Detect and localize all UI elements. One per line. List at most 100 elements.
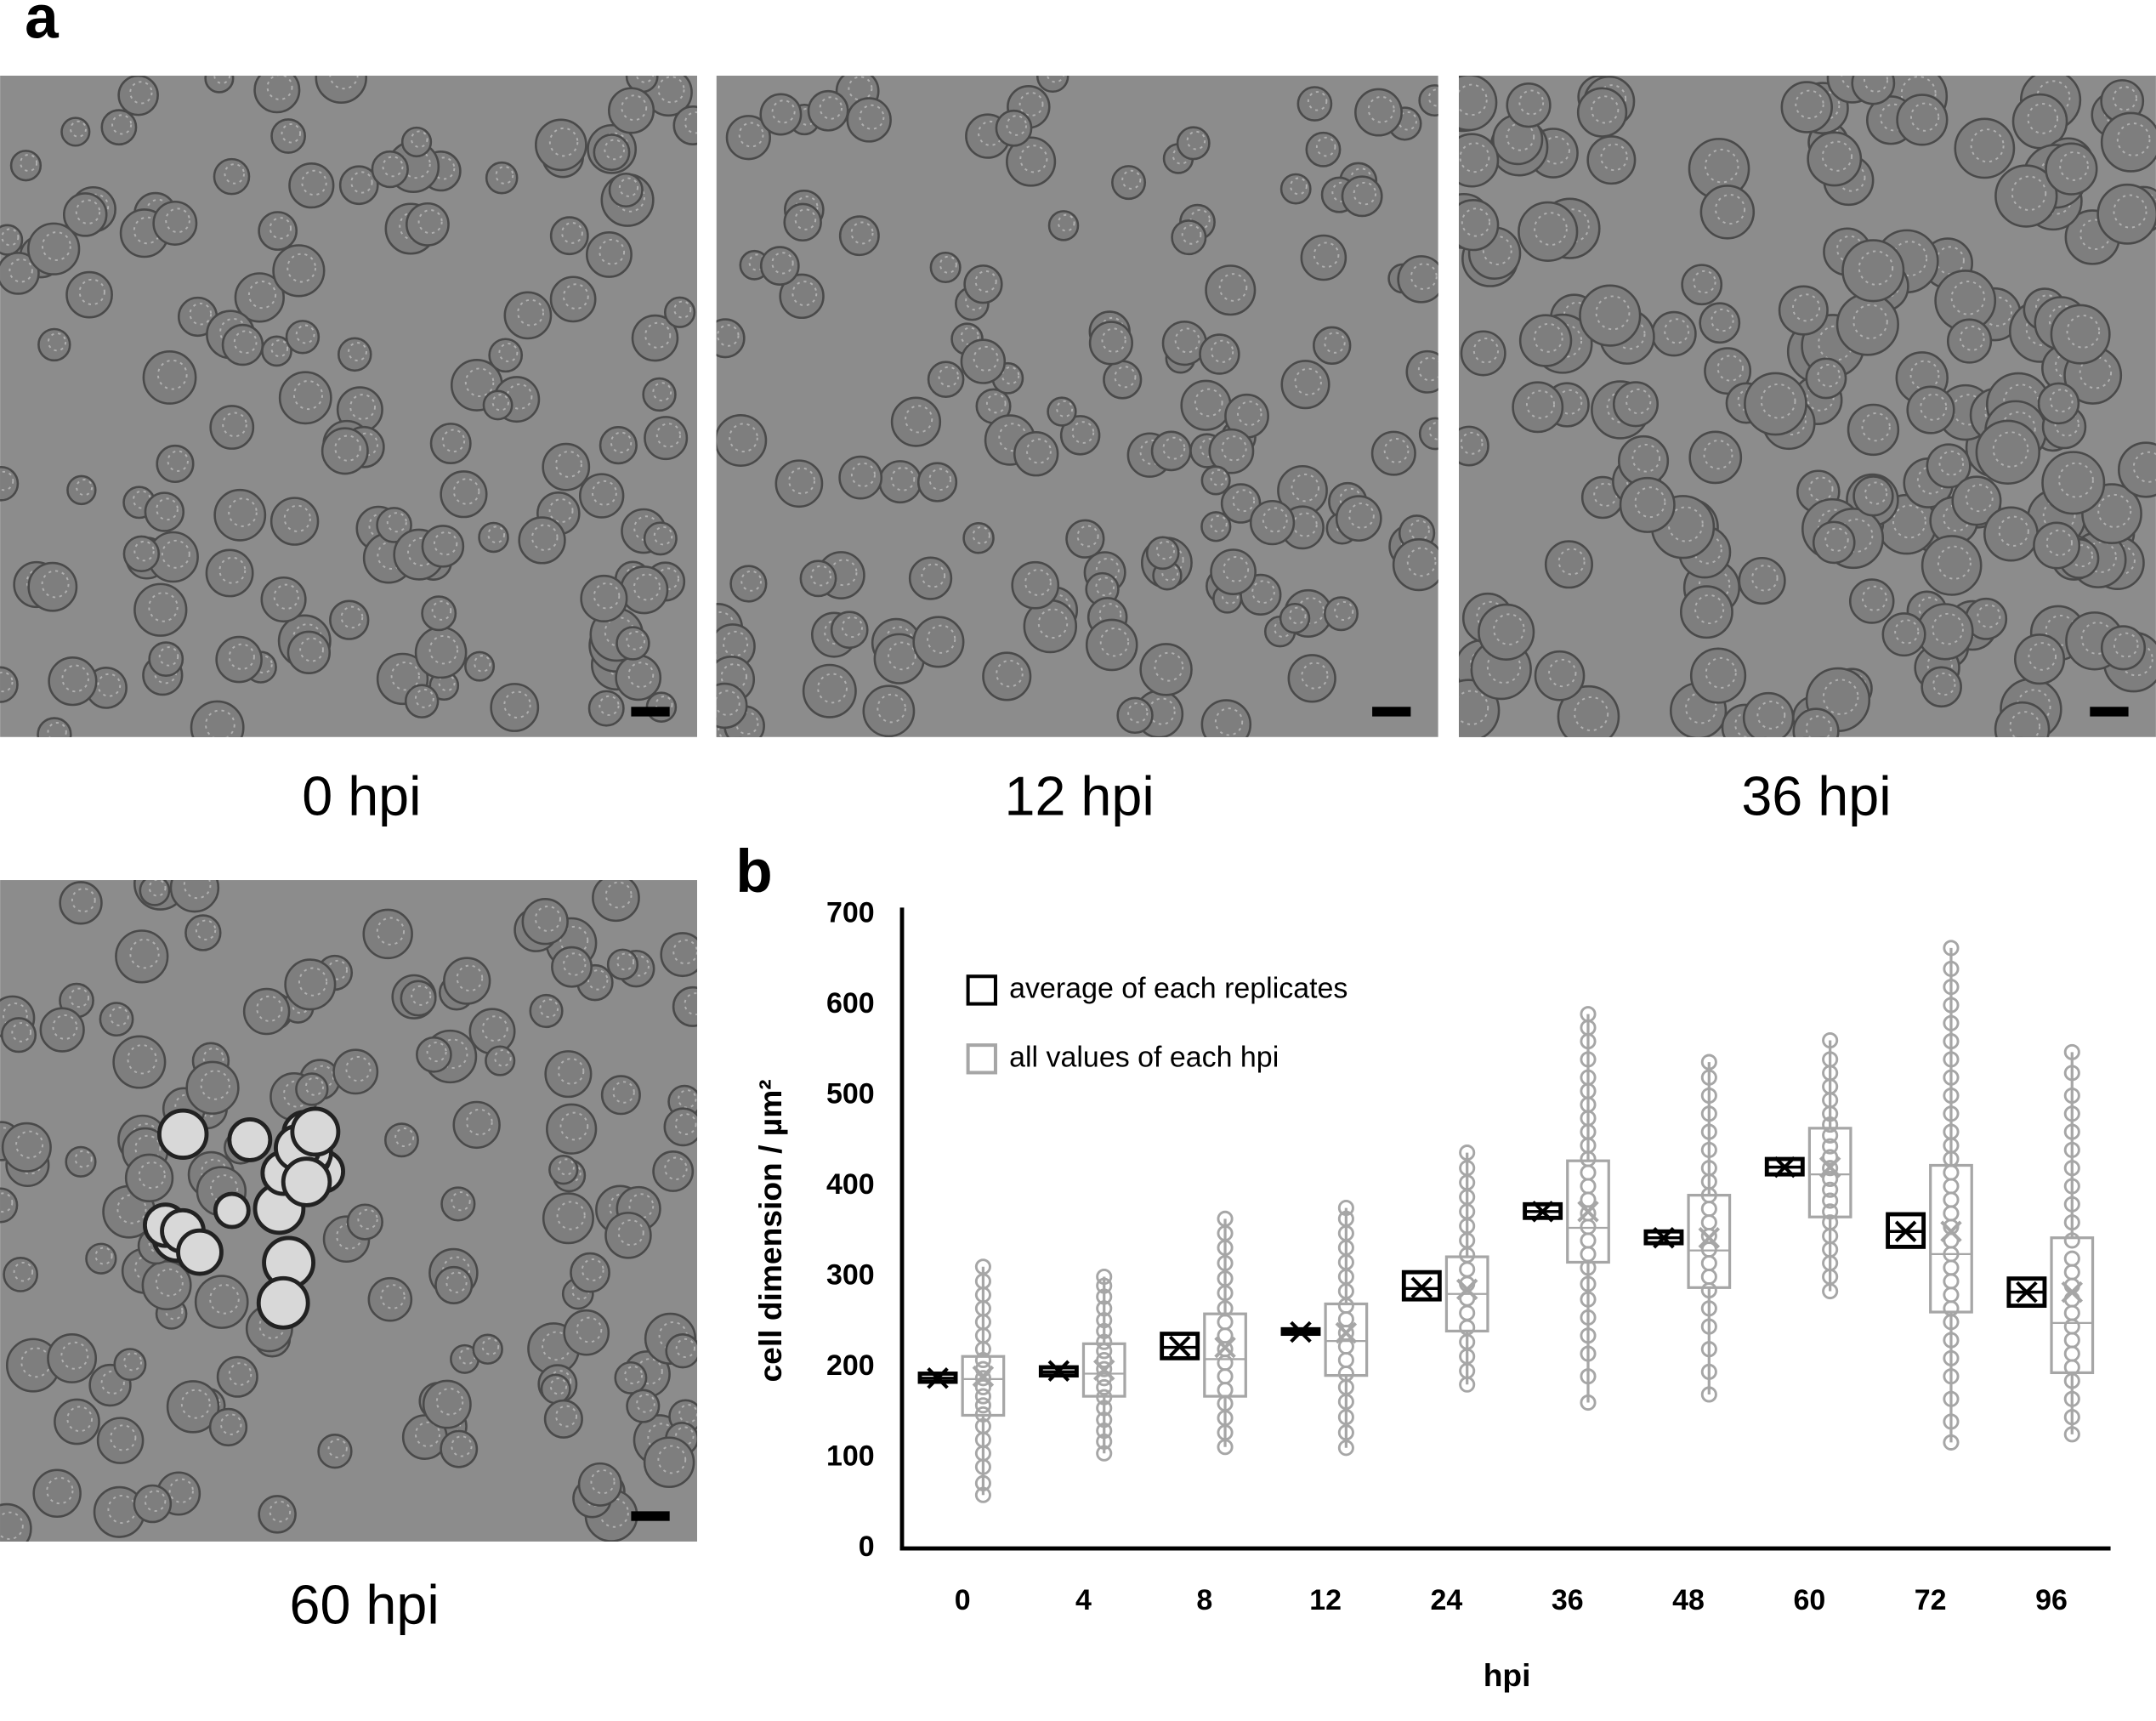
data-point	[1096, 1322, 1113, 1339]
cell	[2013, 633, 2066, 685]
cell-inner	[817, 673, 848, 704]
cell-inner	[819, 96, 843, 120]
cell-inner	[1324, 332, 1346, 354]
cell	[2100, 111, 2156, 173]
cell-inner	[830, 559, 858, 587]
data-point	[1096, 1423, 1113, 1440]
cell	[652, 1150, 695, 1192]
cell-inner	[877, 693, 906, 724]
cell-inner	[556, 1201, 586, 1230]
box-body	[1687, 1194, 1732, 1289]
cell	[464, 650, 496, 682]
cell-inner	[581, 1258, 604, 1281]
cell	[549, 216, 589, 256]
cell	[570, 1252, 610, 1293]
cell	[2033, 521, 2081, 570]
cell-inner	[269, 1500, 292, 1523]
cell	[142, 350, 197, 405]
cell	[485, 1045, 516, 1076]
cell-inner	[655, 696, 673, 713]
cell	[665, 1332, 698, 1369]
mean-marker	[1410, 1276, 1433, 1299]
cell	[66, 474, 97, 506]
cell-inner	[411, 985, 432, 1006]
cell	[1586, 135, 1637, 185]
y-axis-label: cell dimension / µm²	[752, 1079, 788, 1382]
cell	[258, 211, 298, 251]
data-point	[1822, 1192, 1839, 1209]
cell-inner	[1852, 304, 1888, 339]
cell-inner	[1148, 697, 1176, 725]
cell	[1458, 75, 1498, 132]
cell-inner	[771, 252, 794, 275]
cell	[960, 338, 1007, 384]
cell	[1313, 326, 1352, 365]
lysed-cell	[176, 1228, 224, 1276]
cell	[205, 548, 254, 598]
cell	[1619, 476, 1676, 533]
mean-marker	[1168, 1335, 1191, 1358]
cell-inner	[1920, 393, 1948, 421]
cell	[253, 75, 301, 114]
cell	[779, 273, 825, 320]
data-point	[1580, 1309, 1597, 1326]
data-point	[1580, 1191, 1597, 1208]
cell	[783, 202, 822, 242]
cell-inner	[349, 394, 376, 420]
cell-inner	[466, 1108, 493, 1136]
cell	[295, 1072, 329, 1106]
cell-inner	[1460, 431, 1484, 455]
y-tick-label: 600	[826, 987, 875, 1020]
cell-inner	[11, 1022, 32, 1042]
data-point	[1943, 1191, 1960, 1208]
cell-inner	[939, 255, 957, 274]
cell-inner	[1595, 295, 1631, 331]
scale-bar	[2090, 707, 2129, 717]
cell	[37, 327, 71, 362]
cell	[1852, 475, 1894, 517]
data-point	[1943, 1368, 1960, 1385]
cell-inner	[1858, 250, 1894, 286]
cell-inner	[355, 432, 379, 457]
cell-inner	[1251, 580, 1275, 604]
cell-inner	[717, 324, 740, 347]
cell	[1704, 347, 1752, 395]
cell-inner	[78, 278, 105, 306]
cell-inner	[1210, 469, 1228, 486]
cell-inner	[350, 171, 373, 194]
box	[1643, 1226, 1684, 1249]
data-point	[1096, 1411, 1113, 1428]
y-tick-label: 200	[826, 1349, 875, 1382]
cell	[672, 105, 698, 145]
cell	[929, 251, 962, 284]
data-point	[2063, 1160, 2080, 1177]
cell-inner	[41, 570, 70, 599]
cell-inner	[555, 451, 582, 478]
cell	[185, 1060, 240, 1115]
cell	[0, 465, 20, 502]
cell	[1975, 419, 2040, 485]
cell-inner	[1076, 525, 1099, 548]
cell-inner	[531, 524, 559, 551]
cell-inner	[189, 302, 213, 326]
data-point	[974, 1351, 991, 1369]
data-point	[1580, 1291, 1597, 1308]
data-point	[1943, 1349, 1960, 1366]
cell	[802, 663, 857, 719]
cell-inner	[1574, 696, 1609, 731]
cell-inner	[1751, 565, 1779, 592]
cell-inner	[1626, 388, 1652, 415]
cell	[400, 980, 437, 1017]
data-point	[1943, 1105, 1960, 1122]
data-point	[1217, 1327, 1234, 1344]
cell	[47, 1333, 98, 1383]
cell	[927, 361, 965, 399]
cell-inner	[1482, 236, 1512, 265]
cell-inner	[973, 345, 999, 372]
cell-inner	[618, 177, 639, 197]
cell-inner	[158, 646, 179, 667]
data-point	[1943, 1273, 1960, 1290]
cell-inner	[1705, 148, 1739, 184]
cell	[0, 1502, 32, 1542]
